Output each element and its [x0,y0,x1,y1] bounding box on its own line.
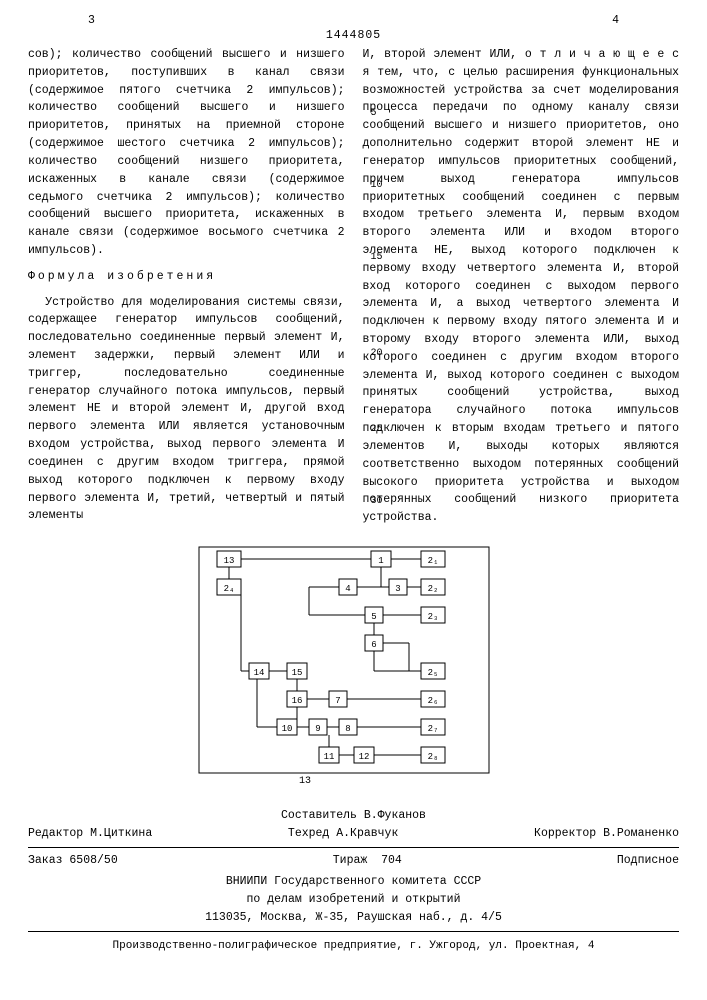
two-column-body: сов); количество сообщений высшего и низ… [28,46,679,535]
line-number: 5 [371,106,377,122]
composer-name: В.Фуканов [364,809,426,822]
svg-text:13: 13 [223,556,234,566]
svg-text:5: 5 [371,612,376,622]
formula-heading: Формула изобретения [28,268,345,286]
editor: Редактор М.Циткина [28,825,152,843]
line-number: 10 [371,178,383,194]
para-1: сов); количество сообщений высшего и низ… [28,46,345,260]
composer-label: Составитель [281,809,357,822]
svg-text:2₄: 2₄ [223,584,234,594]
schematic-diagram: 13 1 2₁ 2₂ 3 4 2₃ 5 6 2₄ 15 14 16 2₅ 7 2₆ 10 9 8 2₇ 11 2₈ 12 13 [189,543,519,793]
svg-text:2₈: 2₈ [427,752,438,762]
page-num-right: 4 [612,12,619,30]
line-number: 25 [371,422,383,438]
svg-text:9: 9 [315,724,320,734]
podpisnoe: Подписное [617,852,679,870]
doc-number: 1444805 [28,27,679,45]
right-column: 5 10 15 20 25 30 И, второй элемент ИЛИ, … [363,46,680,535]
svg-text:6: 6 [371,640,376,650]
para-2: Устройство для моделирования системы свя… [28,294,345,526]
svg-text:2₇: 2₇ [427,724,438,734]
divider [28,847,679,848]
svg-text:2₃: 2₃ [427,612,438,622]
svg-text:2₆: 2₆ [427,696,438,706]
org-line-2: по делам изобретений и открытий [28,891,679,909]
svg-text:14: 14 [253,668,264,678]
line-number: 30 [371,494,383,510]
svg-text:10: 10 [281,724,292,734]
svg-text:8: 8 [345,724,350,734]
address: 113035, Москва, Ж-35, Раушская наб., д. … [28,909,679,927]
techred: Техред А.Кравчук [288,825,398,843]
page: 3 1444805 4 сов); количество сообщений в… [0,0,707,975]
svg-text:11: 11 [323,752,334,762]
order-no: Заказ 6508/50 [28,852,118,870]
svg-text:15: 15 [291,668,302,678]
footer-printer: Производственно-полиграфическое предприя… [28,938,679,955]
left-column: сов); количество сообщений высшего и низ… [28,46,345,535]
svg-text:2₂: 2₂ [427,584,438,594]
para-3: И, второй элемент ИЛИ, о т л и ч а ю щ е… [363,46,680,527]
svg-text:1: 1 [378,556,383,566]
svg-text:7: 7 [335,696,340,706]
org-line-1: ВНИИПИ Государственного комитета СССР [28,873,679,891]
svg-text:4: 4 [345,584,350,594]
svg-text:13: 13 [299,776,311,787]
line-number: 20 [371,346,383,362]
credits-block: Составитель В.Фуканов Редактор М.Циткина… [28,807,679,955]
corrector: Корректор В.Романенко [534,825,679,843]
tirazh: Тираж 704 [333,852,402,870]
svg-text:2₅: 2₅ [427,668,438,678]
svg-text:2₁: 2₁ [427,556,438,566]
svg-text:3: 3 [395,584,400,594]
svg-text:16: 16 [291,696,302,706]
divider [28,931,679,932]
page-header: 3 1444805 4 [28,12,679,46]
line-number: 15 [371,250,383,266]
svg-text:12: 12 [358,752,369,762]
